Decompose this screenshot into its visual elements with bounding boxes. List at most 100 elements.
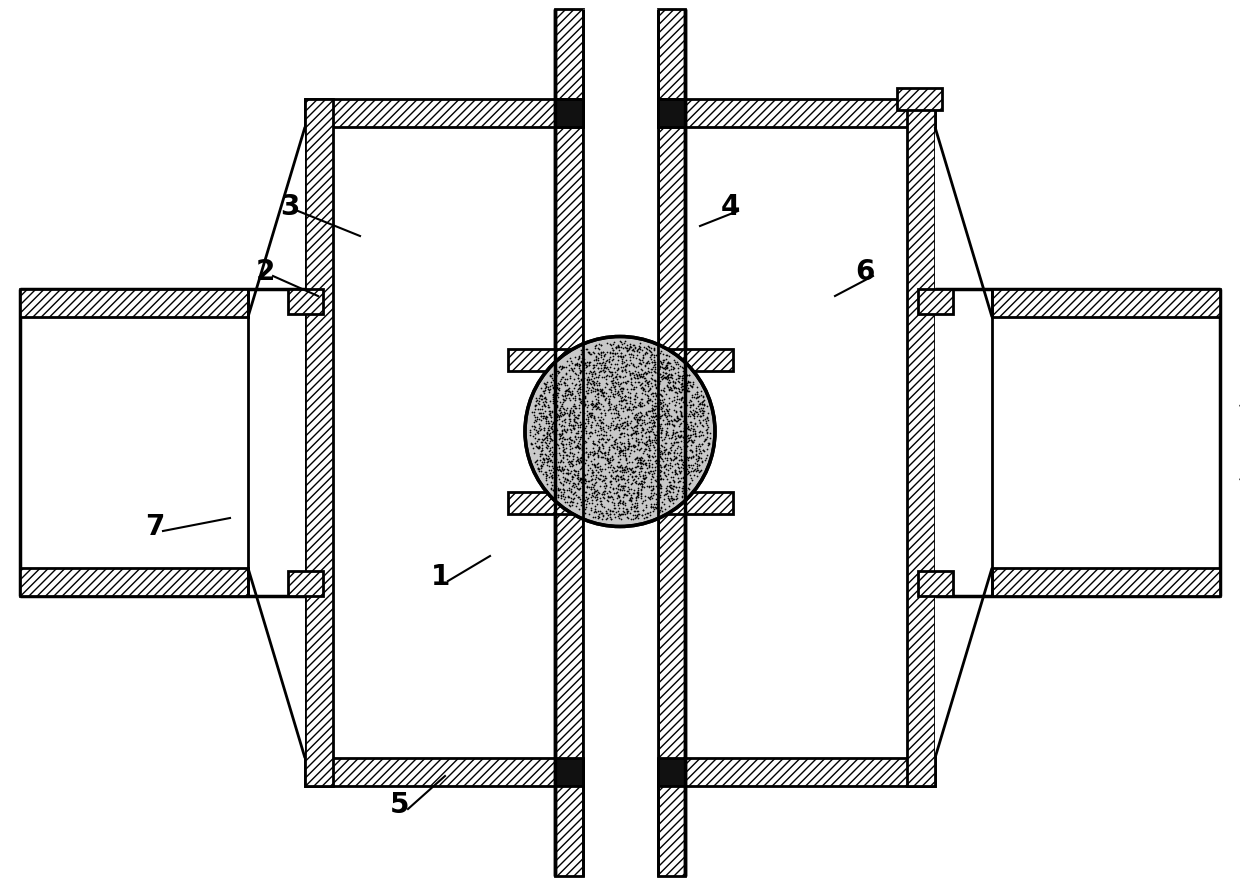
- Point: [634, 476, 653, 490]
- Point: [553, 464, 573, 478]
- Point: [692, 425, 712, 439]
- Point: [552, 455, 572, 469]
- Point: [525, 413, 544, 427]
- Point: [631, 362, 651, 377]
- Point: [595, 462, 615, 477]
- Point: [665, 443, 684, 457]
- Point: [562, 441, 582, 455]
- Point: [584, 411, 604, 425]
- Point: [600, 381, 620, 395]
- Point: [645, 354, 665, 368]
- Point: [582, 465, 601, 479]
- Point: [532, 389, 552, 403]
- Point: [588, 410, 608, 424]
- Point: [544, 478, 564, 493]
- Point: [629, 465, 649, 479]
- Point: [587, 490, 606, 504]
- Point: [629, 356, 649, 370]
- Point: [579, 408, 599, 422]
- Point: [546, 461, 565, 475]
- Point: [548, 455, 568, 470]
- Point: [596, 355, 616, 369]
- Point: [594, 361, 614, 375]
- Point: [608, 368, 627, 382]
- Point: [541, 383, 560, 397]
- Point: [610, 442, 630, 456]
- Point: [682, 436, 702, 450]
- Point: [639, 424, 658, 439]
- Point: [604, 496, 624, 510]
- Point: [557, 423, 577, 437]
- Point: [599, 432, 619, 447]
- Point: [640, 435, 660, 449]
- Point: [678, 481, 698, 495]
- Point: [564, 436, 584, 450]
- Point: [556, 372, 575, 386]
- Point: [672, 380, 692, 394]
- Point: [570, 394, 590, 408]
- Point: [534, 385, 554, 399]
- Point: [591, 487, 611, 501]
- Point: [644, 450, 663, 464]
- Point: [583, 488, 603, 502]
- Point: [660, 484, 680, 498]
- Point: [528, 396, 548, 410]
- Point: [569, 441, 589, 455]
- Point: [661, 470, 681, 485]
- Point: [533, 396, 553, 410]
- Point: [622, 466, 642, 480]
- Point: [621, 500, 641, 514]
- Point: [593, 474, 613, 488]
- Point: [625, 376, 645, 390]
- Point: [655, 467, 675, 481]
- Point: [529, 412, 549, 426]
- Point: [649, 374, 668, 388]
- Point: [579, 481, 599, 495]
- Point: [625, 464, 645, 478]
- Point: [640, 415, 660, 429]
- Point: [590, 479, 610, 494]
- Point: [595, 436, 615, 450]
- Point: [603, 504, 622, 518]
- Point: [610, 479, 630, 494]
- Point: [604, 381, 624, 395]
- Point: [658, 370, 678, 385]
- Point: [568, 439, 588, 454]
- Point: [635, 382, 655, 396]
- Point: [687, 391, 707, 405]
- Point: [580, 364, 600, 378]
- Point: [639, 458, 658, 472]
- Point: [619, 400, 639, 415]
- Point: [616, 427, 636, 441]
- Point: [683, 403, 703, 417]
- Point: [630, 478, 650, 492]
- Point: [689, 430, 709, 444]
- Bar: [992, 290, 1220, 318]
- Point: [562, 464, 582, 478]
- Point: [616, 403, 636, 417]
- Point: [569, 401, 589, 416]
- Point: [570, 420, 590, 434]
- Point: [626, 414, 646, 428]
- Point: [618, 403, 637, 417]
- Point: [591, 346, 611, 361]
- Point: [645, 373, 665, 387]
- Point: [620, 462, 640, 477]
- Point: [632, 454, 652, 468]
- Point: [618, 414, 637, 428]
- Point: [610, 370, 630, 385]
- Point: [611, 392, 631, 406]
- Point: [584, 371, 604, 385]
- Point: [614, 479, 634, 494]
- Point: [589, 428, 609, 442]
- Point: [572, 479, 591, 494]
- Point: [609, 340, 629, 354]
- Point: [672, 361, 692, 376]
- Point: [569, 361, 589, 376]
- Point: [665, 355, 684, 369]
- Point: [657, 361, 677, 376]
- Text: 1: 1: [430, 563, 450, 590]
- Point: [624, 464, 644, 478]
- Point: [580, 470, 600, 484]
- Point: [579, 355, 599, 369]
